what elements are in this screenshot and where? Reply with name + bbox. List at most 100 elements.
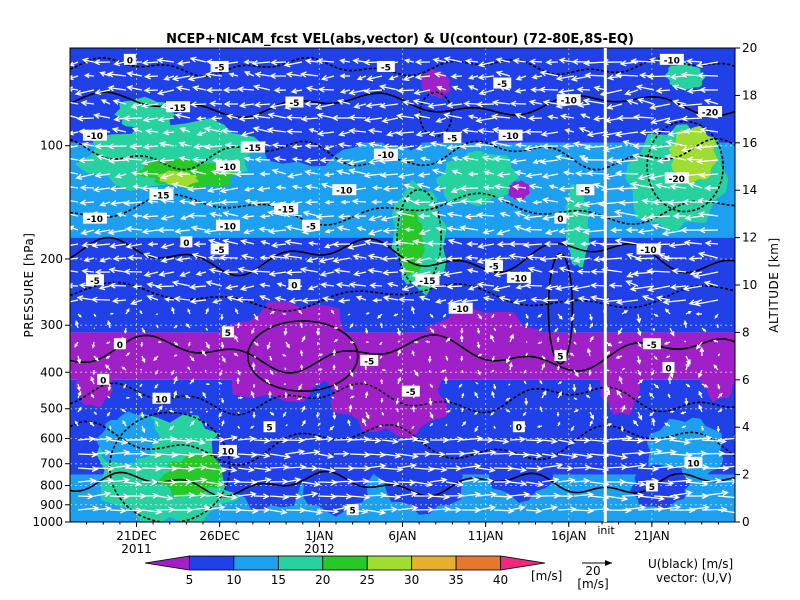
wind-arrow (541, 462, 564, 469)
wind-arrow (142, 116, 159, 123)
wind-arrow (476, 281, 495, 288)
wind-arrow (122, 419, 127, 427)
wind-arrow (685, 355, 691, 365)
wind-arrow (155, 369, 159, 375)
wind-arrow (298, 309, 303, 315)
wind-arrow (641, 198, 655, 205)
wind-arrow (697, 211, 719, 218)
wind-arrow (398, 267, 415, 274)
wind-arrow (557, 421, 561, 427)
wind-arrow (573, 369, 579, 378)
wind-arrow (347, 243, 367, 250)
wind-arrow (386, 199, 399, 205)
wind-arrow (332, 241, 351, 248)
wind-arrow (523, 380, 527, 385)
wind-arrow (241, 213, 255, 220)
wind-arrow (571, 285, 591, 292)
wind-arrow (210, 115, 223, 122)
wind-arrow (180, 215, 191, 221)
wind-arrow (338, 297, 351, 304)
contour-label: -10 (511, 274, 527, 284)
wind-arrow (204, 71, 223, 78)
wind-arrow (337, 98, 351, 105)
colorbar-label: 30 (404, 573, 419, 587)
contour-line (70, 56, 735, 78)
wind-arrow (556, 336, 560, 343)
wind-arrow (632, 143, 655, 150)
wind-arrow (395, 397, 400, 405)
wind-arrow (285, 269, 303, 276)
wind-arrow (525, 437, 544, 444)
wind-arrow (445, 337, 451, 343)
wind-arrow (337, 213, 351, 220)
wind-arrow (268, 270, 287, 277)
wind-arrow (490, 140, 511, 147)
wind-arrow (208, 238, 223, 245)
wind-arrow (146, 281, 159, 288)
wind-arrow (515, 75, 527, 81)
contour-label: -5 (215, 63, 225, 73)
pressure-tick-label: 400 (40, 365, 63, 379)
wind-arrow (188, 341, 191, 347)
wind-arrow (450, 73, 463, 80)
wind-arrow (477, 369, 481, 376)
contour-loop (646, 120, 724, 213)
wind-arrow (123, 327, 128, 335)
wind-arrow (445, 200, 463, 207)
wind-arrow (381, 117, 399, 124)
wind-arrow (367, 158, 383, 165)
wind-arrow (109, 449, 131, 456)
wind-arrow (315, 411, 320, 419)
vector-key-value: 20 (585, 564, 600, 578)
wind-arrow (305, 85, 319, 92)
wind-arrow (557, 506, 577, 513)
wind-arrow (251, 268, 271, 275)
wind-arrow (651, 199, 671, 206)
wind-arrow (466, 241, 478, 247)
wind-arrow (367, 253, 383, 260)
wind-arrow (654, 182, 671, 189)
wind-arrow (618, 199, 639, 206)
wind-arrow (301, 435, 322, 442)
wind-arrow (379, 341, 383, 346)
wind-arrow (348, 281, 367, 288)
wind-arrow (299, 71, 319, 78)
wind-arrow (333, 267, 351, 274)
wind-arrow (163, 75, 175, 81)
wind-arrow (83, 256, 95, 263)
contour-label: -5 (364, 357, 374, 367)
wind-arrow (701, 477, 722, 484)
wind-arrow (569, 352, 575, 357)
wind-arrow (306, 256, 319, 263)
wind-arrow (130, 170, 143, 177)
wind-arrow (317, 422, 321, 427)
wind-arrow (132, 184, 143, 190)
altitude-tick-label: 2 (742, 468, 750, 482)
wind-arrow (573, 341, 577, 345)
wind-arrow (157, 405, 163, 413)
wind-arrow (541, 504, 558, 512)
wind-arrow (125, 352, 130, 357)
wind-arrow (141, 452, 162, 459)
wind-arrow (74, 341, 79, 348)
wind-arrow (284, 391, 288, 399)
wind-arrow (301, 480, 321, 488)
wind-arrow (394, 239, 415, 246)
wind-arrow (527, 115, 543, 122)
wind-arrow (548, 184, 559, 190)
wind-arrow (588, 369, 592, 377)
wind-arrow (477, 242, 495, 250)
wind-arrow (363, 116, 383, 123)
wind-arrow (613, 209, 639, 217)
contour-label: -5 (447, 135, 457, 145)
wind-arrow (285, 477, 302, 484)
contour-label-bg (684, 456, 703, 468)
wind-arrow (237, 491, 257, 498)
wind-arrow (396, 327, 402, 337)
wind-arrow (404, 227, 415, 233)
wind-arrow (652, 128, 671, 135)
wind-arrow (324, 199, 335, 205)
wind-arrow (190, 225, 207, 232)
wind-arrow (193, 241, 207, 248)
wind-arrow (429, 140, 447, 147)
